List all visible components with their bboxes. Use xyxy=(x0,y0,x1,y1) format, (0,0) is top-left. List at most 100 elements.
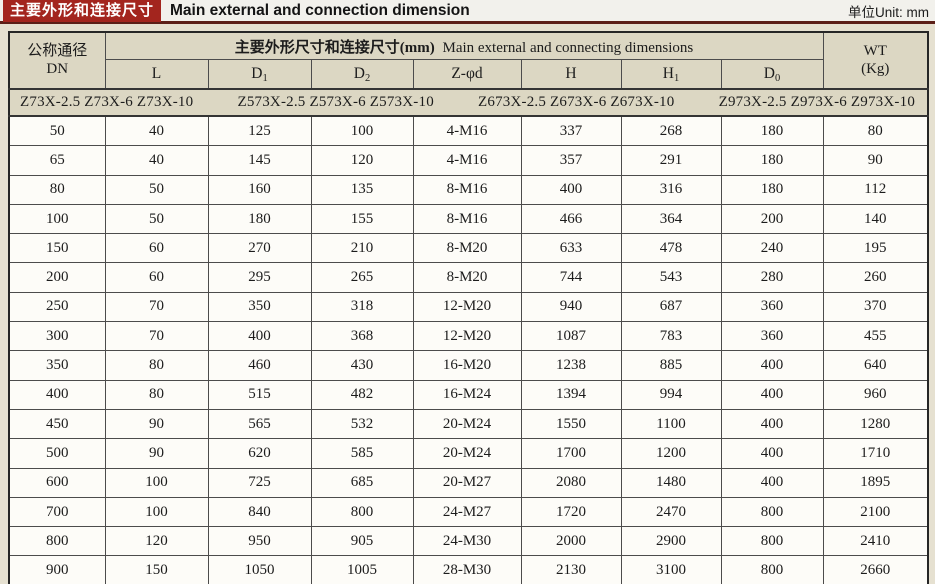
table-cell: 543 xyxy=(620,262,722,293)
table-cell: 500 xyxy=(8,438,106,469)
column-header-z-d: Z-φd xyxy=(412,59,522,90)
table-cell: 1895 xyxy=(822,467,929,498)
table-cell: 350 xyxy=(8,350,106,381)
section-title-chinese: 主要外形和连接尺寸 xyxy=(3,0,162,22)
table-cell: 270 xyxy=(207,233,312,264)
table-cell: 90 xyxy=(104,438,209,469)
table-cell: 20-M27 xyxy=(412,467,522,498)
table-cell: 800 xyxy=(720,526,824,557)
column-header-dn: 公称通径 DN xyxy=(8,31,106,90)
table-cell: 744 xyxy=(520,262,622,293)
table-cell: 400 xyxy=(720,350,824,381)
table-cell: 40 xyxy=(104,115,209,147)
table-cell: 685 xyxy=(310,467,414,498)
table-cell: 640 xyxy=(822,350,929,381)
table-cell: 265 xyxy=(310,262,414,293)
table-cell: 100 xyxy=(104,496,209,528)
table-cell: 800 xyxy=(720,555,824,584)
table-cell: 364 xyxy=(620,203,722,235)
table-cell: 24-M30 xyxy=(412,526,522,557)
table-cell: 40 xyxy=(104,145,209,176)
table-cell: 112 xyxy=(822,174,929,205)
table-cell: 960 xyxy=(822,379,929,410)
table-cell: 400 xyxy=(720,408,824,440)
table-cell: 360 xyxy=(720,291,824,323)
table-cell: 250 xyxy=(8,291,106,323)
main-header-english: Main external and connecting dimensions xyxy=(442,39,694,56)
table-cell: 1700 xyxy=(520,438,622,469)
table-header-row-1: 公称通径 DN 主要外形尺寸和连接尺寸(mm) Main external an… xyxy=(8,31,929,90)
table-cell: 28-M30 xyxy=(412,555,522,584)
table-cell: 280 xyxy=(720,262,824,293)
table-cell: 210 xyxy=(310,233,414,264)
main-header-chinese: 主要外形尺寸和连接尺寸(mm) xyxy=(234,39,435,56)
table-cell: 145 xyxy=(207,145,312,176)
column-header-d1: D1 xyxy=(207,59,312,90)
table-cell: 180 xyxy=(720,145,824,176)
dimension-table: 公称通径 DN 主要外形尺寸和连接尺寸(mm) Main external an… xyxy=(8,31,930,584)
table-cell: 20-M24 xyxy=(412,408,522,440)
model-group: Z73X-2.5 Z73X-6 Z73X-10 xyxy=(20,94,194,110)
table-cell: 120 xyxy=(104,526,209,557)
table-row: 600 100 725 685 20-M27 2080 1480 400 1895 xyxy=(8,467,929,498)
table-cell: 150 xyxy=(104,555,209,584)
column-header-d2: D2 xyxy=(310,59,414,90)
table-cell: 725 xyxy=(207,467,312,498)
table-cell: 400 xyxy=(207,321,312,352)
column-header-l: L xyxy=(104,59,209,90)
table-row: 900 150 1050 1005 28-M30 2130 3100 800 2660 xyxy=(8,555,929,584)
table-cell: 633 xyxy=(520,233,622,264)
table-cell: 300 xyxy=(8,321,106,352)
table-cell: 1550 xyxy=(520,408,622,440)
table-cell: 885 xyxy=(620,350,722,381)
table-row: 800 120 950 905 24-M30 2000 2900 800 2410 xyxy=(8,526,929,557)
dimension-table-container: 公称通径 DN 主要外形尺寸和连接尺寸(mm) Main external an… xyxy=(8,31,930,584)
table-cell: 2130 xyxy=(520,555,622,584)
table-cell: 2900 xyxy=(620,526,722,557)
table-row: 700 100 840 800 24-M27 1720 2470 800 2100 xyxy=(8,496,929,528)
table-cell: 360 xyxy=(720,321,824,352)
table-cell: 125 xyxy=(207,115,312,147)
table-cell: 90 xyxy=(822,145,929,176)
table-cell: 1720 xyxy=(520,496,622,528)
table-cell: 100 xyxy=(310,115,414,147)
table-cell: 180 xyxy=(207,203,312,235)
table-row: 200 60 295 265 8-M20 744 543 280 260 xyxy=(8,262,929,293)
column-header-d0: D0 xyxy=(720,59,824,90)
table-cell: 368 xyxy=(310,321,414,352)
dn-header-line2: DN xyxy=(46,60,69,77)
table-cell: 337 xyxy=(520,115,622,147)
table-cell: 840 xyxy=(207,496,312,528)
table-cell: 16-M20 xyxy=(412,350,522,381)
table-cell: 478 xyxy=(620,233,722,264)
table-row: 150 60 270 210 8-M20 633 478 240 195 xyxy=(8,233,929,264)
table-row: 400 80 515 482 16-M24 1394 994 400 960 xyxy=(8,379,929,410)
table-cell: 1394 xyxy=(520,379,622,410)
table-cell: 1480 xyxy=(620,467,722,498)
table-cell: 1238 xyxy=(520,350,622,381)
table-cell: 482 xyxy=(310,379,414,410)
table-cell: 400 xyxy=(720,467,824,498)
table-cell: 357 xyxy=(520,145,622,176)
table-row: 300 70 400 368 12-M20 1087 783 360 455 xyxy=(8,321,929,352)
table-cell: 60 xyxy=(104,233,209,264)
table-row: 50 40 125 100 4-M16 337 268 180 80 xyxy=(8,115,929,147)
table-cell: 268 xyxy=(620,115,722,147)
table-cell: 140 xyxy=(822,203,929,235)
table-cell: 150 xyxy=(8,233,106,264)
table-cell: 8-M16 xyxy=(412,203,522,235)
dn-header-line1: 公称通径 xyxy=(27,43,88,60)
table-cell: 455 xyxy=(822,321,929,352)
table-cell: 20-M24 xyxy=(412,438,522,469)
table-cell: 532 xyxy=(310,408,414,440)
table-cell: 905 xyxy=(310,526,414,557)
table-row: 350 80 460 430 16-M20 1238 885 400 640 xyxy=(8,350,929,381)
table-cell: 50 xyxy=(104,174,209,205)
model-group: Z973X-2.5 Z973X-6 Z973X-10 xyxy=(718,94,916,110)
table-cell: 400 xyxy=(720,438,824,469)
table-row: 250 70 350 318 12-M20 940 687 360 370 xyxy=(8,291,929,323)
table-cell: 687 xyxy=(620,291,722,323)
table-cell: 800 xyxy=(8,526,106,557)
table-cell: 180 xyxy=(720,115,824,147)
table-cell: 60 xyxy=(104,262,209,293)
